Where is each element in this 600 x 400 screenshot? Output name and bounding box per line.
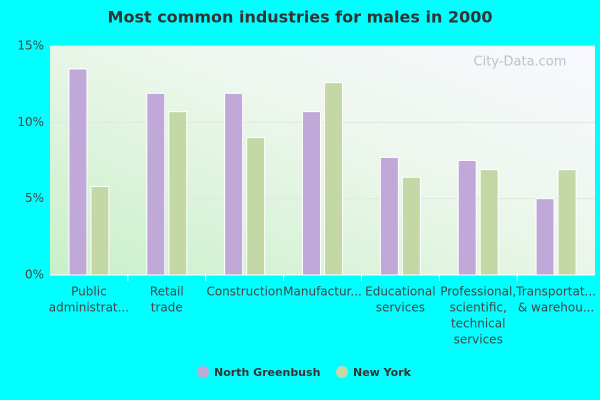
chart-title: Most common industries for males in 2000 <box>108 8 493 27</box>
bar <box>557 169 577 276</box>
y-tick-label: 0% <box>25 268 44 282</box>
x-tick-label: services <box>454 333 503 347</box>
y-tick-label: 5% <box>25 191 44 205</box>
x-tick-label: technical <box>451 317 506 331</box>
legend-label: New York <box>353 366 412 379</box>
bar <box>324 82 343 276</box>
x-tick-label: Manufactur... <box>283 285 362 299</box>
x-tick-label: Retail <box>150 285 184 299</box>
bar <box>401 176 421 276</box>
legend-label: North Greenbush <box>214 366 320 379</box>
bar <box>68 68 88 276</box>
watermark: City-Data.com <box>474 55 567 70</box>
bar <box>168 111 188 276</box>
x-tick-label: & warehou... <box>518 301 594 315</box>
bar <box>457 160 477 276</box>
x-tick-label: Public <box>71 285 107 299</box>
x-tick-label: trade <box>151 301 183 315</box>
plot-area <box>50 46 595 275</box>
bar <box>535 198 555 276</box>
x-tick-label: Educational <box>365 285 435 299</box>
x-tick-label: scientific, <box>450 301 507 315</box>
x-tick-label: services <box>376 301 425 315</box>
bar <box>146 92 166 276</box>
bar <box>224 92 244 276</box>
x-tick-label: administrat... <box>49 301 129 315</box>
x-tick-label: Construction <box>206 285 282 299</box>
x-tick-label: Transportat... <box>515 285 596 299</box>
y-tick-label: 10% <box>17 115 44 129</box>
bar <box>302 111 321 276</box>
legend-swatch <box>197 366 209 378</box>
bar <box>246 137 266 276</box>
bar <box>479 169 499 276</box>
bar <box>379 156 399 276</box>
bar <box>90 185 110 276</box>
y-tick-label: 15% <box>17 39 44 53</box>
legend-swatch <box>336 366 348 378</box>
x-tick-label: Professional, <box>440 285 516 299</box>
